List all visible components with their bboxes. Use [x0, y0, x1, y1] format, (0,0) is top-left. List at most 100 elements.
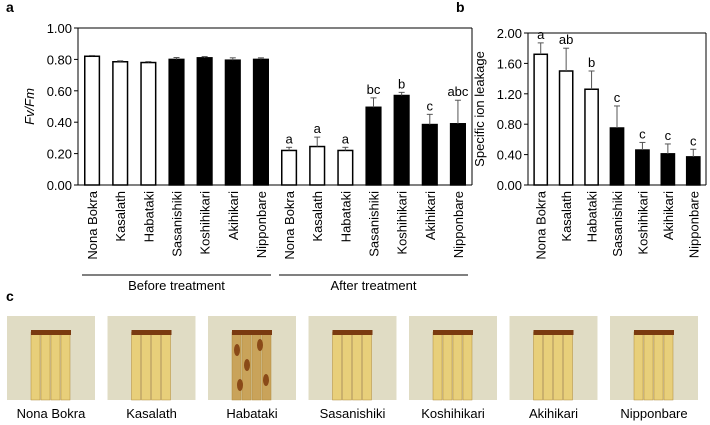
x-tick-label: Nona Bokra	[85, 190, 100, 259]
panel-label: a	[6, 0, 14, 15]
leaf-strip	[563, 331, 573, 401]
bar	[660, 153, 676, 186]
x-tick-label: Nona Bokra	[534, 190, 549, 259]
photo-caption: Kasalath	[126, 406, 177, 421]
significance-label: c	[427, 98, 434, 113]
x-tick-label: Sasanishiki	[367, 191, 382, 257]
damage-band	[131, 330, 172, 335]
bar	[449, 123, 466, 186]
leaf-strip	[141, 331, 151, 401]
bar	[584, 88, 599, 186]
x-tick-label: Habataki	[141, 191, 156, 242]
y-tick-label: 0.00	[497, 178, 522, 193]
leaf-strip	[342, 331, 352, 401]
significance-label: abc	[447, 84, 468, 99]
x-tick-label: Sasanishiki	[610, 191, 625, 257]
leaf-strip	[50, 331, 61, 401]
x-tick-label: Sasanishiki	[170, 191, 185, 257]
damage-band	[433, 330, 473, 335]
bar	[558, 70, 574, 186]
significance-label: c	[665, 128, 672, 143]
y-tick-label: 0.80	[497, 117, 522, 132]
significance-label: c	[690, 133, 697, 148]
x-tick-label: Koshihikari	[198, 191, 213, 255]
damage-spot	[234, 344, 240, 356]
y-tick-label: 1.00	[47, 21, 72, 36]
y-tick-label: 0.60	[47, 84, 72, 99]
leaf-strip	[60, 331, 71, 401]
bar	[609, 127, 625, 186]
panel-label: b	[456, 0, 465, 15]
damage-band	[533, 330, 574, 335]
x-tick-label: Akihikari	[661, 191, 676, 240]
x-tick-label: Habataki	[585, 191, 600, 242]
bar	[685, 156, 701, 186]
x-tick-label: Koshihikari	[635, 191, 650, 255]
y-axis-label: Fv/Fm	[22, 88, 37, 125]
bar	[533, 53, 549, 186]
significance-label: a	[285, 131, 293, 146]
bar	[309, 145, 326, 186]
x-tick-label: Kasalath	[113, 191, 128, 242]
x-tick-label: Nona Bokra	[282, 190, 297, 259]
y-tick-label: 0.20	[47, 147, 72, 162]
bar	[112, 61, 129, 186]
x-tick-label: Koshihikari	[395, 191, 410, 255]
x-tick-label: Akihikari	[423, 191, 438, 240]
x-tick-label: Nipponbare	[254, 191, 269, 258]
leaf-strip	[332, 331, 342, 401]
leaf-strip	[653, 331, 664, 401]
x-tick-label: Akihikari	[226, 191, 241, 240]
bar	[393, 94, 410, 186]
y-axis-label: Specific ion leakage	[472, 51, 487, 167]
leaf-strip	[352, 331, 362, 401]
bar	[281, 149, 298, 186]
x-tick-label: Habataki	[338, 191, 353, 242]
significance-label: a	[537, 27, 545, 42]
significance-label: bc	[367, 82, 381, 97]
leaf-strip	[161, 331, 171, 401]
x-tick-label: Nipponbare	[686, 191, 701, 258]
y-tick-label: 0.80	[47, 52, 72, 67]
leaf-strip	[432, 331, 443, 401]
significance-label: c	[639, 126, 646, 141]
y-tick-label: 2.00	[497, 26, 522, 41]
bar	[635, 149, 650, 186]
photo-caption: Nona Bokra	[17, 406, 86, 421]
group-label: Before treatment	[128, 278, 225, 293]
leaf-strip	[543, 331, 553, 401]
damage-band	[332, 330, 373, 335]
photo-caption: Nipponbare	[620, 406, 687, 421]
bar	[196, 57, 213, 186]
photo-caption: Sasanishiki	[320, 406, 386, 421]
leaf-strip	[533, 331, 543, 401]
leaf-strip	[462, 331, 473, 401]
significance-label: a	[342, 131, 350, 146]
leaf-strip	[261, 331, 272, 401]
significance-label: ab	[559, 32, 573, 47]
leaf-strip	[40, 331, 51, 401]
damage-spot	[263, 374, 269, 386]
bar	[421, 123, 438, 186]
group-label: After treatment	[331, 278, 417, 293]
bar	[224, 59, 241, 186]
y-tick-label: 0.40	[47, 115, 72, 130]
bar	[140, 61, 157, 186]
bar	[84, 55, 101, 186]
significance-label: c	[614, 90, 621, 105]
significance-label: b	[588, 55, 595, 70]
bar	[365, 106, 382, 186]
leaf-strip	[30, 331, 41, 401]
leaf-strip	[151, 331, 161, 401]
bar	[252, 58, 269, 186]
bar	[168, 58, 185, 186]
panel-label: c	[6, 288, 14, 304]
leaf-strip	[442, 331, 453, 401]
significance-label: b	[398, 76, 405, 91]
photo-caption: Habataki	[226, 406, 277, 421]
damage-spot	[237, 379, 243, 391]
x-tick-label: Kasalath	[310, 191, 325, 242]
leaf-strip	[643, 331, 654, 401]
photo-caption: Koshihikari	[421, 406, 485, 421]
damage-spot	[244, 359, 250, 371]
